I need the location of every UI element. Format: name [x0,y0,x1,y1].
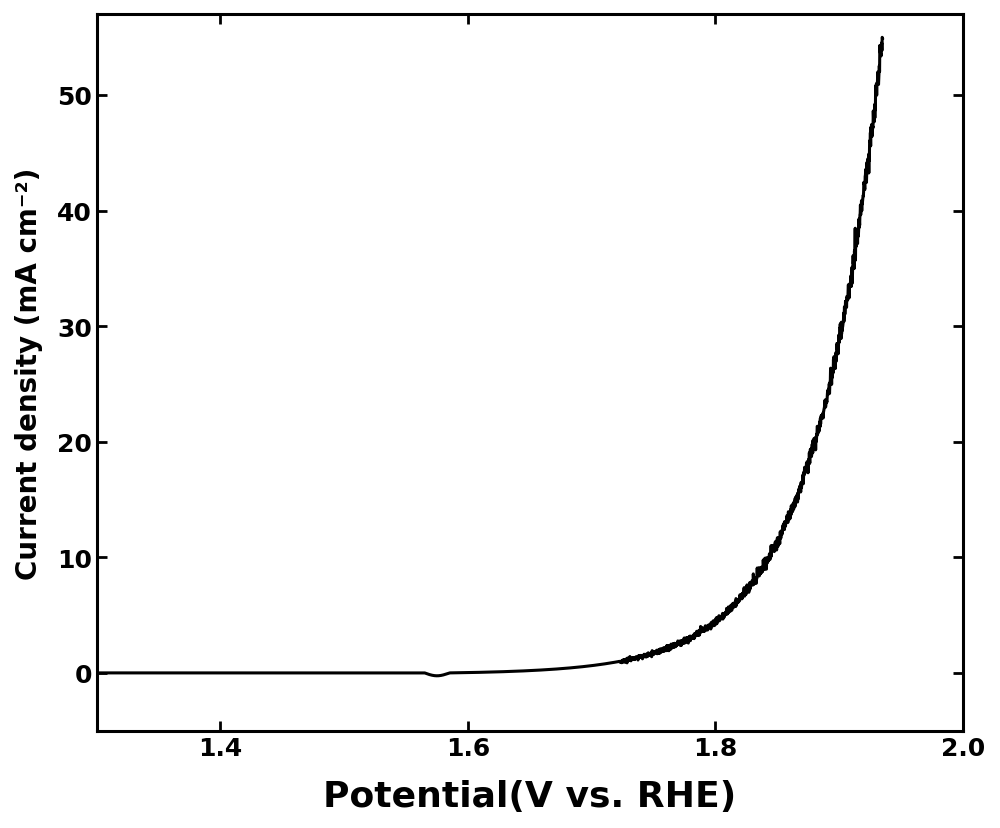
X-axis label: Potential(V vs. RHE): Potential(V vs. RHE) [323,779,736,813]
Y-axis label: Current density (mA cm⁻²): Current density (mA cm⁻²) [15,167,43,579]
